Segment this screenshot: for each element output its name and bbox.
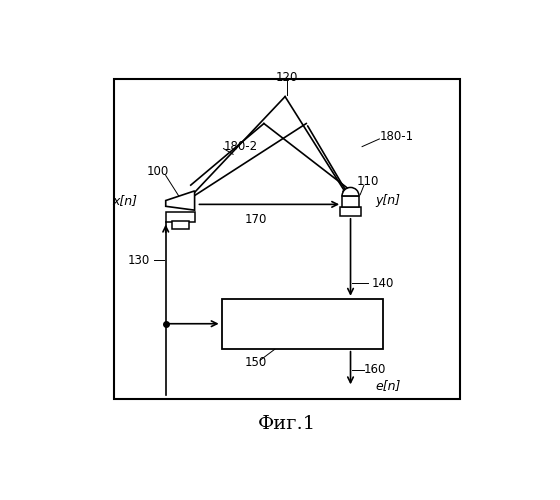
- Text: 150: 150: [245, 356, 267, 368]
- Bar: [166, 212, 195, 222]
- Wedge shape: [342, 188, 359, 196]
- Text: 160: 160: [364, 364, 386, 376]
- Text: 140: 140: [372, 277, 394, 290]
- Bar: [340, 208, 361, 216]
- Text: e[n]: e[n]: [376, 379, 401, 392]
- Text: 100: 100: [147, 165, 169, 178]
- Text: 130: 130: [128, 254, 150, 266]
- Text: Фиг.1: Фиг.1: [258, 415, 316, 433]
- Text: 120: 120: [276, 71, 298, 84]
- Text: 180-1: 180-1: [380, 130, 413, 143]
- Bar: [171, 221, 189, 230]
- Bar: [222, 298, 383, 349]
- Text: 180-2: 180-2: [223, 140, 258, 153]
- Text: 110: 110: [357, 175, 379, 188]
- Text: x[n]: x[n]: [113, 194, 138, 207]
- Text: 170: 170: [245, 214, 267, 226]
- Bar: [114, 79, 460, 399]
- Polygon shape: [166, 191, 195, 210]
- Text: y[n]: y[n]: [376, 194, 400, 207]
- Bar: [342, 196, 359, 207]
